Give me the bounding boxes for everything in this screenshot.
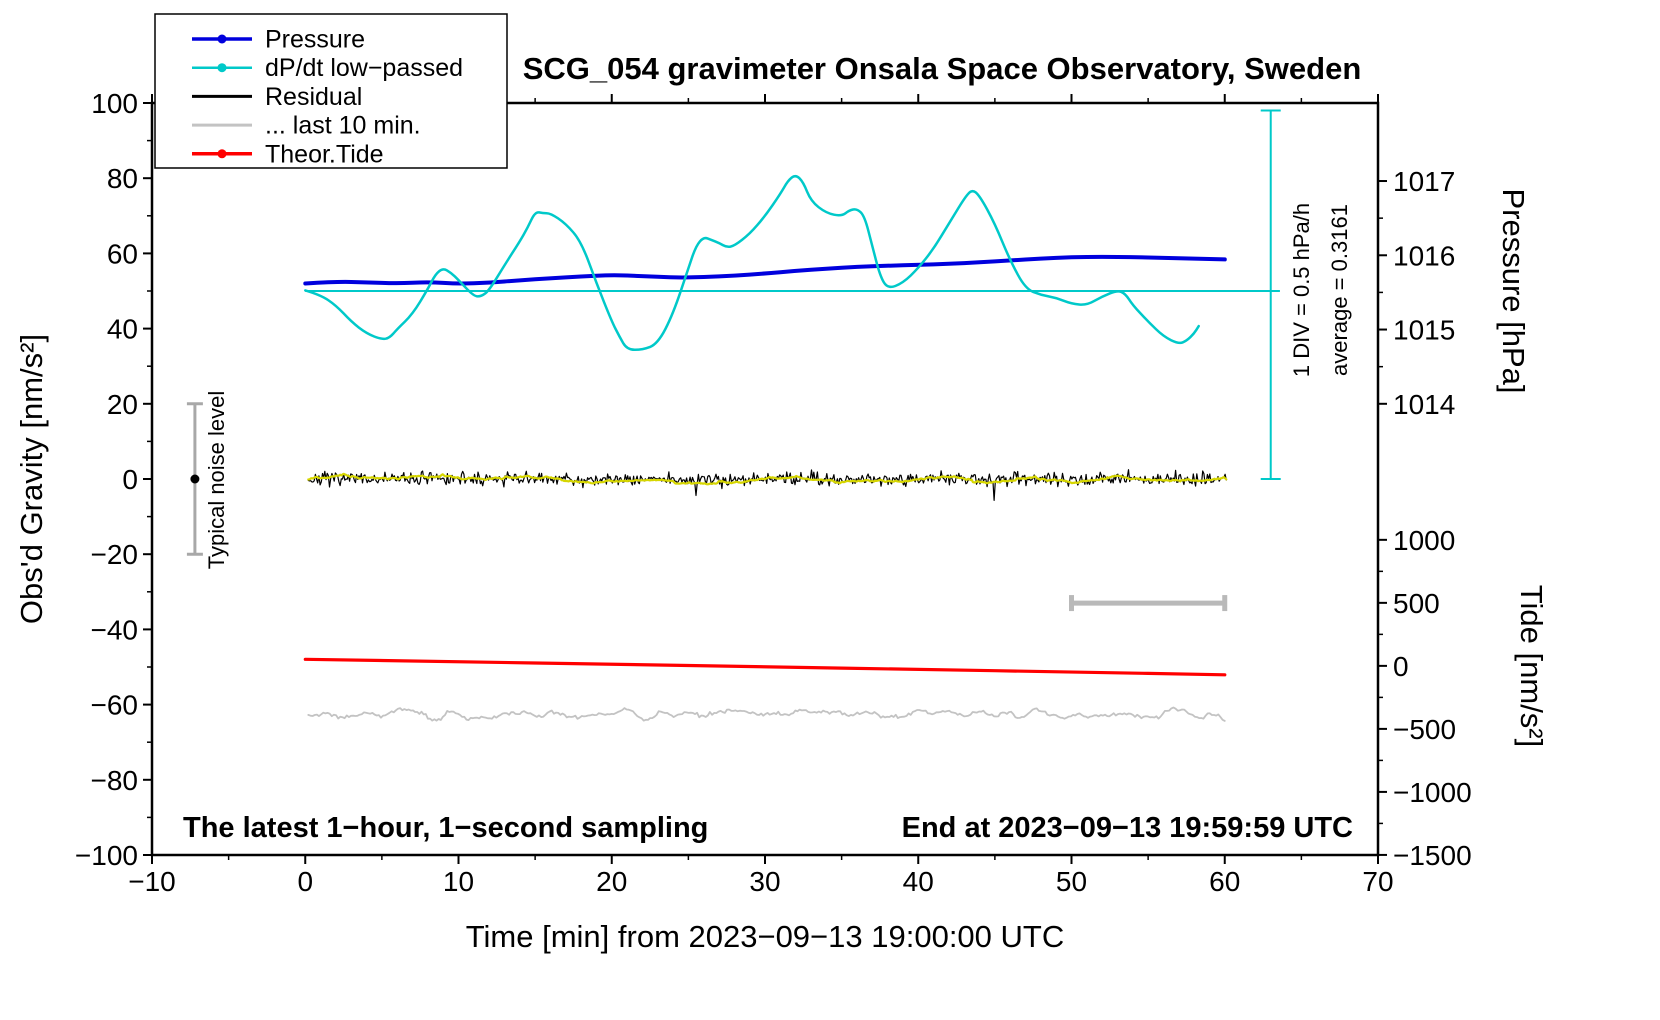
x-tick-label: 0 [297,866,313,897]
div-scale-label: 1 DIV = 0.5 hPa/h [1289,203,1314,377]
pressure-tick-label: 1016 [1393,240,1455,271]
tide-tick-label: 0 [1393,651,1409,682]
pressure-series-line [303,254,1227,286]
x-tick-label: 40 [903,866,934,897]
x-axis-title: Time [min] from 2023−09−13 19:00:00 UTC [466,919,1065,954]
tide-tick-label: −500 [1393,714,1456,745]
y-tick-label: 100 [91,88,138,119]
tide-tick-label: 1000 [1393,525,1455,556]
x-tick-label: 70 [1362,866,1393,897]
y-tick-label: 0 [122,464,138,495]
legend-item-label: Theor.Tide [265,140,384,168]
pressure-tick-label: 1014 [1393,389,1455,420]
x-tick-label: 30 [749,866,780,897]
pressure-axis-title: Pressure [hPa] [1496,188,1531,393]
legend-marker-dot [217,149,227,159]
y-tick-label: −100 [75,840,138,871]
legend-marker-dot [217,34,227,44]
noise-level-dot [190,474,200,484]
y-tick-label: 60 [107,238,138,269]
legend-item-label: dP/dt low−passed [265,54,463,82]
residual_smooth-series-line [307,472,1228,486]
average-value-label: average = 0.3161 [1327,204,1352,376]
y-tick-label: −80 [91,765,139,796]
legend-item-label: Residual [265,83,362,111]
axes-layer: −10 0 10 20 30 40 50 60 70−100−80−60−40−20020406… [75,88,1472,897]
pressure-tick-label: 1017 [1393,166,1455,197]
series-layer [303,109,1281,722]
dpdt-series-line [304,175,1200,352]
typical-noise-level-label: Typical noise level [204,391,229,570]
legend-item-label: Pressure [265,26,365,54]
y-tick-label: 40 [107,314,138,345]
x-tick-label: −10 [128,866,176,897]
last10-series-line [307,706,1226,722]
y-tick-label: 20 [107,389,138,420]
y-tick-label: 80 [107,163,138,194]
sampling-note: The latest 1−hour, 1−second sampling [183,812,708,844]
y-tick-label: −40 [91,614,139,645]
legend-item-label: ... last 10 min. [265,112,421,140]
y-axis-title: Obs'd Gravity [nm/s²] [14,334,49,624]
x-tick-label: 50 [1056,866,1087,897]
end-time-note: End at 2023−09−13 19:59:59 UTC [902,812,1353,844]
annotations-layer [186,402,1228,612]
tide-tick-label: 500 [1393,588,1440,619]
y-tick-label: −60 [91,690,139,721]
y-tick-label: −20 [91,539,139,570]
tide-tick-label: −1000 [1393,777,1472,808]
tide-axis-title: Tide [nm/s²] [1514,585,1549,748]
x-tick-label: 60 [1209,866,1240,897]
x-tick-label: 10 [443,866,474,897]
chart-title: SCG_054 gravimeter Onsala Space Observat… [523,51,1362,86]
tide-tick-label: −1500 [1393,840,1472,871]
legend-marker-dot [217,63,227,73]
tide-series-line [303,657,1227,677]
pressure-tick-label: 1015 [1393,315,1455,346]
residual-series-line [307,469,1227,501]
x-tick-label: 20 [596,866,627,897]
